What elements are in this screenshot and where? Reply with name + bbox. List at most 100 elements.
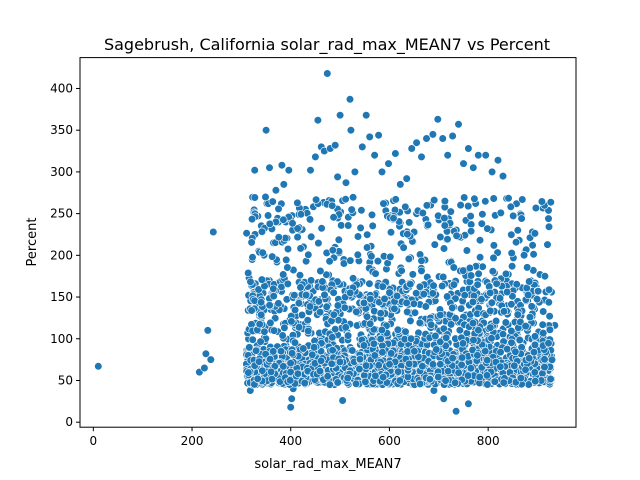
scatter-point [481, 197, 490, 206]
scatter-point [258, 366, 267, 375]
scatter-point [305, 215, 315, 224]
scatter-point [344, 221, 353, 230]
scatter-point [513, 226, 522, 235]
scatter-point [277, 347, 286, 356]
x-tick-label: 200 [181, 434, 204, 448]
scatter-point [277, 161, 287, 170]
scatter-point [419, 290, 428, 299]
scatter-point [492, 316, 501, 326]
scatter-point [304, 250, 313, 259]
scatter-point [244, 368, 253, 377]
scatter-point [279, 362, 288, 371]
scatter-point [253, 374, 262, 383]
scatter-point [252, 346, 261, 355]
scatter-point [300, 378, 309, 388]
scatter-point [283, 263, 292, 272]
scatter-point [362, 361, 371, 370]
scatter-point [521, 322, 530, 331]
scatter-point [366, 319, 375, 328]
scatter-point [401, 202, 410, 211]
scatter-point [498, 172, 508, 181]
scatter-point [462, 246, 472, 255]
scatter-point [203, 326, 212, 335]
scatter-point [385, 288, 394, 297]
scatter-point [367, 252, 376, 261]
scatter-point [443, 292, 452, 301]
scatter-point [434, 372, 443, 382]
scatter-point [288, 219, 297, 228]
scatter-point [329, 213, 338, 222]
scatter-point [503, 287, 512, 297]
scatter-point [496, 348, 505, 357]
scatter-point [266, 355, 275, 364]
scatter-point [418, 208, 427, 218]
scatter-point [311, 152, 320, 161]
scatter-point [539, 329, 548, 338]
scatter-point [463, 371, 473, 380]
scatter-point [284, 166, 293, 175]
scatter-point [507, 300, 516, 309]
scatter-point [442, 333, 451, 342]
scatter-point [452, 407, 461, 416]
scatter-point [373, 257, 383, 266]
scatter-point [451, 314, 460, 323]
scatter-point [323, 69, 332, 78]
scatter-point [257, 227, 267, 236]
scatter-point [322, 270, 331, 279]
scatter-point [279, 180, 288, 189]
scatter-point [507, 230, 516, 239]
scatter-point [440, 197, 450, 206]
scatter-point [379, 373, 388, 382]
scatter-point [313, 116, 323, 125]
scatter-point [454, 120, 463, 129]
scatter-point [250, 193, 259, 202]
scatter-point [297, 310, 307, 320]
scatter-point [464, 144, 473, 153]
x-axis-ticks: 0 200 400 600 800 [90, 427, 500, 448]
scatter-point [544, 285, 554, 294]
scatter-point [328, 246, 337, 255]
scatter-point [389, 214, 398, 223]
scatter-point [353, 232, 363, 241]
scatter-point [523, 263, 532, 272]
scatter-point [286, 403, 295, 412]
scatter-point [279, 215, 288, 224]
scatter-point [201, 349, 210, 358]
scatter-point [544, 298, 553, 307]
scatter-point [290, 291, 299, 300]
scatter-point [390, 304, 399, 313]
scatter-point [385, 360, 394, 369]
scatter-point [316, 308, 325, 317]
scatter-point [368, 221, 377, 230]
scatter-point [333, 378, 342, 387]
scatter-point [410, 308, 420, 317]
scatter-point [496, 208, 505, 217]
scatter-point [405, 359, 414, 369]
scatter-point [314, 297, 323, 306]
scatter-point [317, 356, 326, 365]
scatter-point [369, 339, 379, 348]
scatter-point [345, 95, 355, 104]
scatter-point [296, 244, 305, 253]
scatter-point [489, 241, 499, 250]
scatter-point [371, 371, 380, 381]
scatter-point [269, 292, 278, 301]
scatter-point [547, 355, 557, 364]
scatter-point [209, 227, 218, 237]
scatter-point [349, 274, 358, 283]
scatter-point [544, 214, 553, 223]
scatter-point [406, 280, 415, 289]
scatter-point [374, 361, 383, 370]
scatter-point [341, 195, 350, 204]
y-tick-label: 300 [50, 165, 73, 179]
scatter-point [295, 323, 304, 332]
scatter-point [315, 367, 325, 376]
scatter-point [417, 266, 426, 276]
scatter-point [408, 270, 417, 279]
scatter-point [538, 320, 547, 329]
scatter-point [247, 238, 256, 247]
scatter-point [403, 307, 412, 317]
scatter-point [356, 223, 365, 232]
scatter-point [355, 364, 364, 374]
y-axis-ticks: 0 50 100 150 200 250 300 350 400 [50, 81, 80, 429]
